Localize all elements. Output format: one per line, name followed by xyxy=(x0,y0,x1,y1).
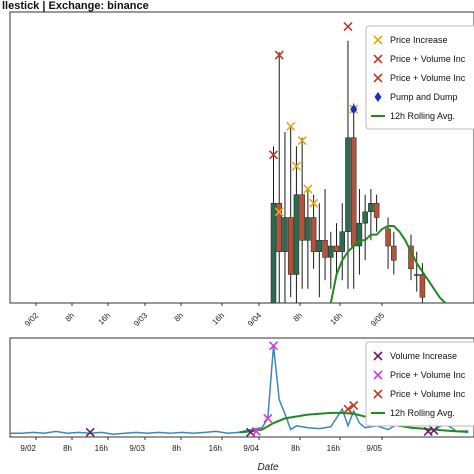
candle-body xyxy=(356,222,363,247)
legend-swatch-x xyxy=(373,35,383,45)
candle-body xyxy=(391,245,397,261)
legend-label: Price + Volume Inc xyxy=(390,389,466,399)
volume-increase-marker xyxy=(429,425,439,436)
candle-body xyxy=(276,203,282,252)
price-volume-increase-magenta-marker xyxy=(251,426,261,436)
legend-label: Price + Volume Inc xyxy=(390,370,466,380)
candle-body xyxy=(310,217,317,252)
price-volume-increase-magenta-marker xyxy=(268,341,279,351)
legend-label: 12h Rolling Avg. xyxy=(390,408,455,418)
price-rolling-avg-line xyxy=(329,225,447,304)
volume-panel: 9/02 8h 16h 9/03 8h 16h 9/04 8h 16h 9/05 Volume In… xyxy=(9,337,474,453)
candle-body xyxy=(362,211,368,224)
legend-label: Price + Volume Inc xyxy=(390,54,466,64)
price-x-tick-label: 16h xyxy=(328,311,344,327)
price-x-tick-label: 9/02 xyxy=(23,310,41,328)
candle-body xyxy=(385,228,391,247)
chart-title: llestick | Exchange: binance xyxy=(2,0,149,12)
price-increase-marker xyxy=(286,121,296,131)
volume-x-tick-label: 16h xyxy=(209,444,222,453)
price-volume-increase-marker xyxy=(349,400,359,410)
candle-body xyxy=(373,203,380,218)
legend-swatch-x xyxy=(373,54,383,64)
price-legend: Price Increase Price + Volume Inc Price + … xyxy=(365,25,474,130)
candle-body xyxy=(322,240,328,258)
price-volume-increase-marker xyxy=(274,50,284,60)
candle-body xyxy=(293,194,300,275)
price-volume-increase-marker xyxy=(343,404,353,414)
price-increase-marker xyxy=(297,135,307,146)
legend-box xyxy=(365,25,474,130)
volume-x-tick-label: 16h xyxy=(327,444,340,453)
legend-swatch-x xyxy=(373,370,383,380)
price-volume-increase-marker xyxy=(268,150,279,160)
price-volume-increase-magenta-marker xyxy=(263,413,273,423)
legend-label: Volume Increase xyxy=(390,351,457,361)
price-x-tick-label: 8h xyxy=(64,311,77,324)
legend-swatch-x xyxy=(373,351,383,361)
volume-x-tick-label: 8h xyxy=(63,444,72,453)
candle-body xyxy=(270,203,277,304)
candle-body xyxy=(305,217,311,241)
x-axis-label: Date xyxy=(257,462,279,473)
legend-box xyxy=(365,341,474,427)
candle-body xyxy=(282,217,288,252)
price-increase-marker xyxy=(291,161,301,171)
pump-and-dump-marker xyxy=(350,104,358,115)
legend-swatch-x xyxy=(373,389,383,399)
candle-body xyxy=(316,240,323,252)
volume-line xyxy=(10,345,469,435)
price-x-tick-label: 9/04 xyxy=(246,310,264,328)
volume-x-tick-label: 9/02 xyxy=(20,444,36,453)
price-increase-marker xyxy=(309,198,319,208)
price-x-tick-label: 16h xyxy=(96,311,112,327)
price-increase-marker xyxy=(303,184,313,194)
candle-body xyxy=(339,231,345,252)
legend-swatch-pump xyxy=(374,92,382,102)
volume-legend: Volume Increase Price + Volume Inc Price +… xyxy=(365,341,474,427)
volume-x-tick-label: 8h xyxy=(172,444,181,453)
candle-body xyxy=(419,274,426,298)
volume-x-tick-label: 9/04 xyxy=(243,444,259,453)
legend-label: 12h Rolling Avg. xyxy=(390,111,455,121)
candle-body xyxy=(413,274,420,276)
price-x-tick-label: 16h xyxy=(210,311,226,327)
candle-body xyxy=(368,203,374,213)
candle-body xyxy=(333,245,340,252)
legend-swatch-x xyxy=(373,73,383,83)
price-x-tick-label: 8h xyxy=(292,311,305,324)
price-x-tick-label: 8h xyxy=(173,311,186,324)
volume-x-tick-label: 8h xyxy=(291,444,300,453)
price-panel: 9/02 8h 16h 9/03 8h 16h 9/04 8h 16h 9/05 Price Inc… xyxy=(9,11,474,328)
price-increase-marker xyxy=(274,207,284,217)
legend-label: Price + Volume Inc xyxy=(390,73,466,83)
candle-body xyxy=(328,245,334,258)
price-x-tick-label: 9/05 xyxy=(369,310,387,328)
volume-x-tick-label: 9/03 xyxy=(129,444,145,453)
legend-label: Pump and Dump xyxy=(390,92,458,102)
price-x-tick-label: 9/03 xyxy=(132,310,150,328)
volume-x-tick-label: 9/05 xyxy=(366,444,382,453)
price-volume-increase-marker xyxy=(343,21,353,32)
volume-increase-marker xyxy=(85,427,95,437)
candle-body xyxy=(350,137,357,247)
volume-x-tick-label: 16h xyxy=(95,444,108,453)
candle-body xyxy=(299,194,305,241)
legend-label: Price Increase xyxy=(390,35,448,45)
candle-body xyxy=(287,217,294,275)
candle-body xyxy=(345,137,351,232)
